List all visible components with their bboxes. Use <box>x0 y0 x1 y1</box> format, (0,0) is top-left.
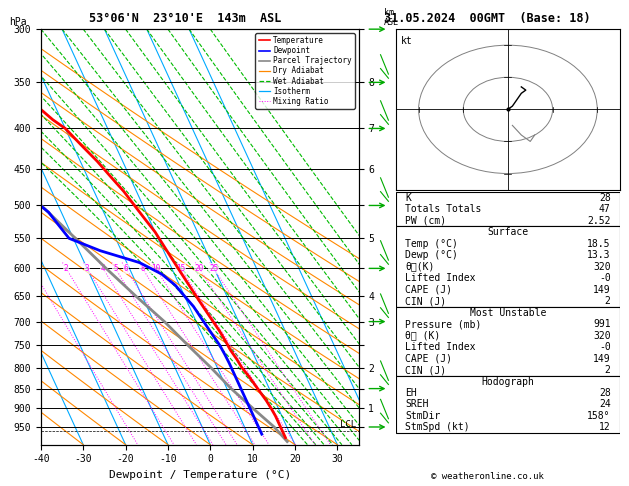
Text: -0: -0 <box>599 342 611 352</box>
Text: Pressure (mb): Pressure (mb) <box>405 319 482 329</box>
Text: CIN (J): CIN (J) <box>405 365 447 375</box>
Text: SREH: SREH <box>405 399 429 410</box>
Text: Hodograph: Hodograph <box>481 377 535 386</box>
Text: 320: 320 <box>593 330 611 341</box>
Text: 31.05.2024  00GMT  (Base: 18): 31.05.2024 00GMT (Base: 18) <box>384 12 591 25</box>
Text: StmDir: StmDir <box>405 411 440 421</box>
Text: CIN (J): CIN (J) <box>405 296 447 306</box>
Text: EH: EH <box>405 388 417 398</box>
Text: 6: 6 <box>123 264 128 273</box>
Text: Totals Totals: Totals Totals <box>405 204 482 214</box>
Text: 320: 320 <box>593 261 611 272</box>
Text: 28: 28 <box>599 193 611 203</box>
Text: θᴀ (K): θᴀ (K) <box>405 330 440 341</box>
Text: LCL: LCL <box>340 420 357 429</box>
Text: CAPE (J): CAPE (J) <box>405 353 452 364</box>
Text: 15: 15 <box>176 264 186 273</box>
Text: 2: 2 <box>604 365 611 375</box>
Text: PW (cm): PW (cm) <box>405 216 447 226</box>
Text: K: K <box>405 193 411 203</box>
Text: 47: 47 <box>599 204 611 214</box>
Text: θᴀ(K): θᴀ(K) <box>405 261 435 272</box>
Text: Lifted Index: Lifted Index <box>405 273 476 283</box>
Text: 2.52: 2.52 <box>587 216 611 226</box>
Text: 5: 5 <box>113 264 118 273</box>
Text: Temp (°C): Temp (°C) <box>405 239 458 249</box>
Text: 25: 25 <box>209 264 218 273</box>
Text: 8: 8 <box>140 264 145 273</box>
Text: 3: 3 <box>85 264 89 273</box>
Text: 12: 12 <box>599 422 611 433</box>
Text: 18.5: 18.5 <box>587 239 611 249</box>
Text: Surface: Surface <box>487 227 528 237</box>
Text: Most Unstable: Most Unstable <box>470 308 546 317</box>
Text: StmSpd (kt): StmSpd (kt) <box>405 422 470 433</box>
Text: 13.3: 13.3 <box>587 250 611 260</box>
Text: 20: 20 <box>194 264 204 273</box>
Text: 149: 149 <box>593 353 611 364</box>
Text: -0: -0 <box>599 273 611 283</box>
Text: 10: 10 <box>151 264 160 273</box>
Text: Mixing Ratio (g/kg): Mixing Ratio (g/kg) <box>428 186 437 288</box>
Bar <box>396 376 620 433</box>
Text: hPa: hPa <box>9 17 27 27</box>
Text: 28: 28 <box>599 388 611 398</box>
Bar <box>396 226 620 307</box>
X-axis label: Dewpoint / Temperature (°C): Dewpoint / Temperature (°C) <box>109 470 291 480</box>
Text: CAPE (J): CAPE (J) <box>405 285 452 295</box>
Text: 991: 991 <box>593 319 611 329</box>
Text: 4: 4 <box>101 264 105 273</box>
Legend: Temperature, Dewpoint, Parcel Trajectory, Dry Adiabat, Wet Adiabat, Isotherm, Mi: Temperature, Dewpoint, Parcel Trajectory… <box>255 33 355 109</box>
Text: 149: 149 <box>593 285 611 295</box>
Text: Dewp (°C): Dewp (°C) <box>405 250 458 260</box>
Text: 2: 2 <box>64 264 69 273</box>
Bar <box>396 192 620 226</box>
Text: kt: kt <box>401 35 413 46</box>
Text: 2: 2 <box>604 296 611 306</box>
Text: 158°: 158° <box>587 411 611 421</box>
Bar <box>396 307 620 376</box>
Text: 53°06'N  23°10'E  143m  ASL: 53°06'N 23°10'E 143m ASL <box>89 12 282 25</box>
Text: Lifted Index: Lifted Index <box>405 342 476 352</box>
Text: km
ASL: km ASL <box>384 8 399 27</box>
Text: 24: 24 <box>599 399 611 410</box>
Text: © weatheronline.co.uk: © weatheronline.co.uk <box>431 472 544 481</box>
